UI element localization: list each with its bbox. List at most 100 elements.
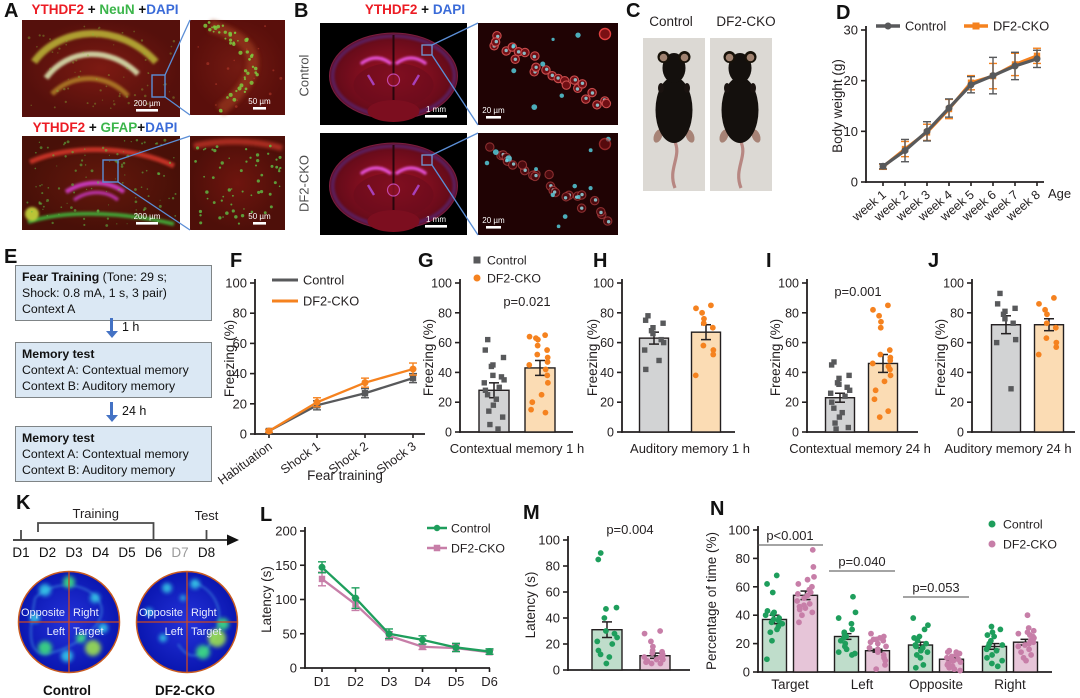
heat-blob	[76, 633, 86, 643]
data-point	[839, 409, 845, 416]
speckle	[245, 160, 248, 163]
speckle	[215, 104, 217, 106]
speckle	[38, 34, 41, 37]
speckle	[146, 84, 149, 87]
data-point	[794, 598, 801, 604]
label-text: 0	[607, 426, 614, 440]
scale-bar	[136, 222, 158, 225]
scale-bar	[486, 226, 501, 229]
circle	[534, 65, 538, 69]
label-text: 40	[546, 611, 560, 626]
speckle	[31, 210, 33, 213]
speckle	[275, 165, 279, 169]
circle	[523, 168, 527, 172]
data-point	[829, 399, 835, 405]
data-point	[831, 359, 837, 365]
speckle	[146, 188, 149, 190]
speckle	[220, 161, 224, 165]
speckle	[170, 45, 173, 48]
speckle	[194, 160, 197, 163]
speckle	[51, 221, 54, 225]
speckle	[243, 208, 245, 210]
speckle	[46, 146, 49, 149]
line	[366, 184, 376, 196]
speckle	[174, 214, 177, 217]
circle	[223, 30, 227, 34]
speckle	[174, 192, 177, 195]
x-tick-label: Opposite	[909, 677, 963, 692]
panel-a-title-1: YTHDF2 + NeuN +DAPI	[30, 2, 180, 17]
speckle	[253, 77, 255, 80]
heat-blob	[196, 645, 210, 659]
memory-test-24h-box: Memory test Context A: Contextual memory…	[15, 426, 212, 482]
data-point	[649, 650, 656, 656]
circle	[573, 78, 578, 82]
label-text: DF2-CKO	[303, 294, 359, 309]
data-point	[868, 630, 874, 637]
day-label: D6	[145, 545, 162, 560]
data-point	[433, 524, 441, 532]
speckle	[126, 154, 130, 158]
data-point	[881, 378, 888, 385]
speckle	[257, 190, 261, 194]
chart-quadrant-time: 0 20 40 60 80 100 Percentage of time (%) Target…	[700, 492, 1080, 698]
label-text: 60	[546, 585, 560, 600]
label-text: 40	[785, 366, 799, 380]
speckle	[71, 150, 74, 154]
fear-training-box: Fear Training (Tone: 29 s; Shock: 0.8 mA…	[15, 265, 212, 321]
ellipse	[719, 129, 729, 143]
y-axis-title: Freezing (%)	[768, 319, 783, 396]
x-tick-label: Right	[994, 677, 1026, 692]
label-text: 80	[438, 306, 452, 320]
data-point	[768, 619, 775, 626]
data-point	[486, 648, 493, 656]
data-point	[419, 636, 426, 644]
speckle	[85, 188, 88, 191]
data-point	[496, 384, 502, 390]
data-point	[988, 520, 996, 528]
label-text: 0	[792, 426, 799, 440]
quadrant-label: Target	[191, 626, 222, 638]
data-point	[487, 421, 493, 428]
data-point	[801, 595, 808, 602]
speckle	[145, 169, 148, 172]
chart-i-svg: 0 20 40 60 80 100 Freezing (%) p=0.001 Contextua…	[768, 277, 931, 457]
data-point	[409, 374, 417, 382]
speckle	[268, 144, 272, 148]
data-point	[796, 606, 803, 613]
data-point	[910, 615, 917, 621]
scale-bar	[253, 222, 266, 225]
data-point	[887, 357, 894, 364]
data-point	[994, 663, 1001, 670]
svg: Training Test D1 D2 D3 D4 D5 D6 D7 D8	[12, 506, 239, 560]
heat-blob	[180, 595, 186, 601]
label-text: 0	[743, 665, 750, 680]
speckle	[96, 181, 100, 184]
circle	[224, 37, 227, 40]
row-label-control: Control	[296, 54, 312, 97]
data-point	[1008, 386, 1014, 392]
chart-contextual-memory-24h: 0 20 40 60 80 100 Freezing (%) p=0.001 Contextua…	[750, 248, 935, 490]
path	[43, 51, 140, 80]
speckle	[234, 105, 238, 108]
label-text: 40	[950, 366, 964, 380]
data-point	[1000, 311, 1007, 317]
training-bracket	[37, 522, 155, 540]
speckle	[134, 200, 138, 204]
title-part: DAPI	[146, 2, 179, 17]
data-point	[999, 657, 1006, 664]
speckle	[272, 69, 275, 72]
ellipse	[367, 100, 420, 122]
circle	[511, 43, 516, 48]
speckle	[104, 148, 108, 152]
scale-bar	[136, 109, 158, 112]
speckle	[143, 94, 147, 98]
data-point	[499, 414, 506, 420]
data-point	[1012, 336, 1019, 343]
data-point	[924, 649, 931, 656]
label-text: Fear training	[307, 468, 383, 483]
speckle	[116, 223, 118, 225]
speckle	[91, 33, 95, 36]
label-text: 20 µm	[482, 216, 505, 225]
data-point	[846, 372, 852, 379]
